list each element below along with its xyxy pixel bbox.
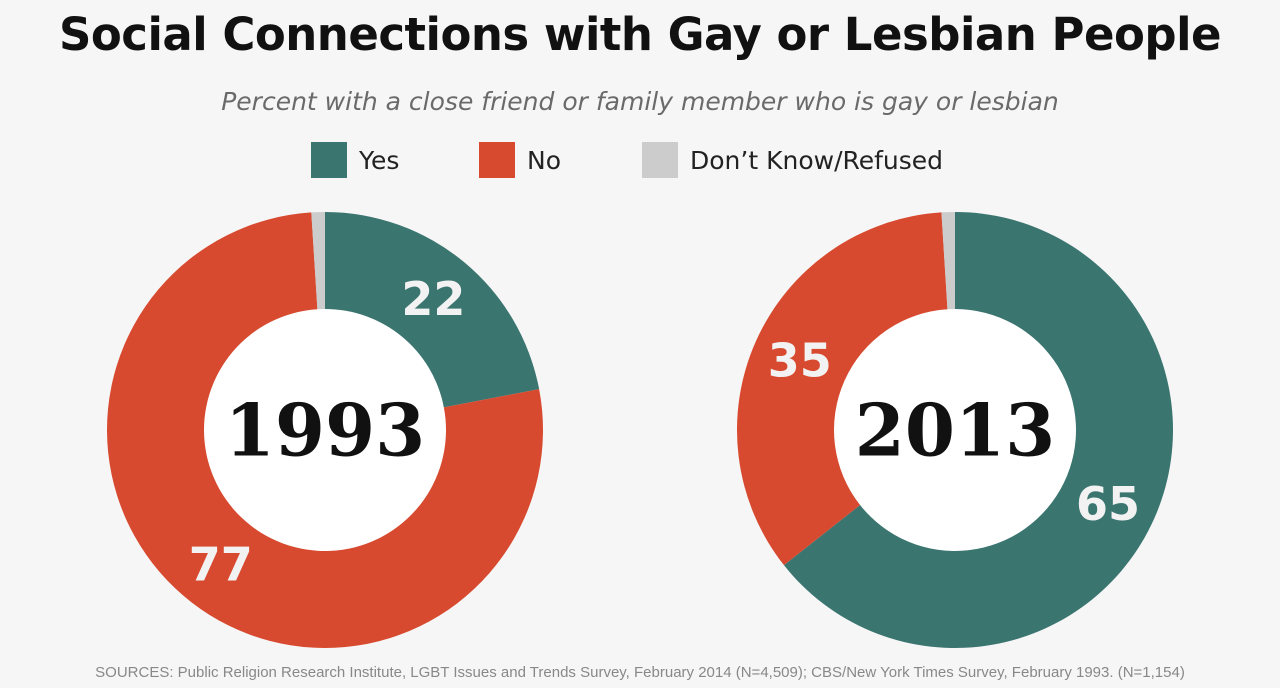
slice-1993-yes bbox=[325, 212, 540, 408]
donut-hole-1993 bbox=[204, 309, 446, 551]
legend-item-yes: Yes bbox=[311, 140, 399, 180]
legend-item-no: No bbox=[479, 140, 561, 180]
legend-swatch-dont-know bbox=[642, 142, 678, 178]
legend-label-no: No bbox=[527, 145, 561, 175]
donut-2013: 65 35 2013 bbox=[736, 212, 1173, 648]
legend-label-dont-know: Don’t Know/Refused bbox=[690, 145, 944, 175]
legend: Yes No Don’t Know/Refused bbox=[0, 140, 1280, 180]
value-label-1993-no: 77 bbox=[189, 537, 253, 591]
legend-label-yes: Yes bbox=[359, 145, 400, 175]
source-note: SOURCES: Public Religion Research Instit… bbox=[95, 664, 1185, 681]
chart-subtitle: Percent with a close friend or family me… bbox=[221, 87, 1059, 116]
legend-swatch-yes bbox=[311, 142, 347, 178]
value-label-2013-no: 35 bbox=[768, 334, 832, 388]
slice-2013-yes bbox=[783, 212, 1173, 648]
chart-title: Social Connections with Gay or Lesbian P… bbox=[58, 8, 1222, 61]
slice-2013-don-t-know-refused bbox=[941, 212, 955, 310]
donut-hole-2013 bbox=[834, 309, 1076, 551]
legend-item-dont-know: Don’t Know/Refused bbox=[642, 140, 943, 180]
year-label-1993: 1993 bbox=[225, 388, 425, 473]
donut-1993: 22 77 1993 bbox=[106, 212, 543, 648]
value-label-1993-yes: 22 bbox=[401, 272, 465, 326]
slice-2013-no bbox=[736, 212, 948, 566]
legend-swatch-no bbox=[479, 142, 515, 178]
value-label-2013-yes: 65 bbox=[1076, 477, 1140, 531]
slice-1993-no bbox=[106, 212, 543, 648]
year-label-2013: 2013 bbox=[855, 388, 1055, 473]
slice-1993-don-t-know-refused bbox=[311, 212, 325, 310]
